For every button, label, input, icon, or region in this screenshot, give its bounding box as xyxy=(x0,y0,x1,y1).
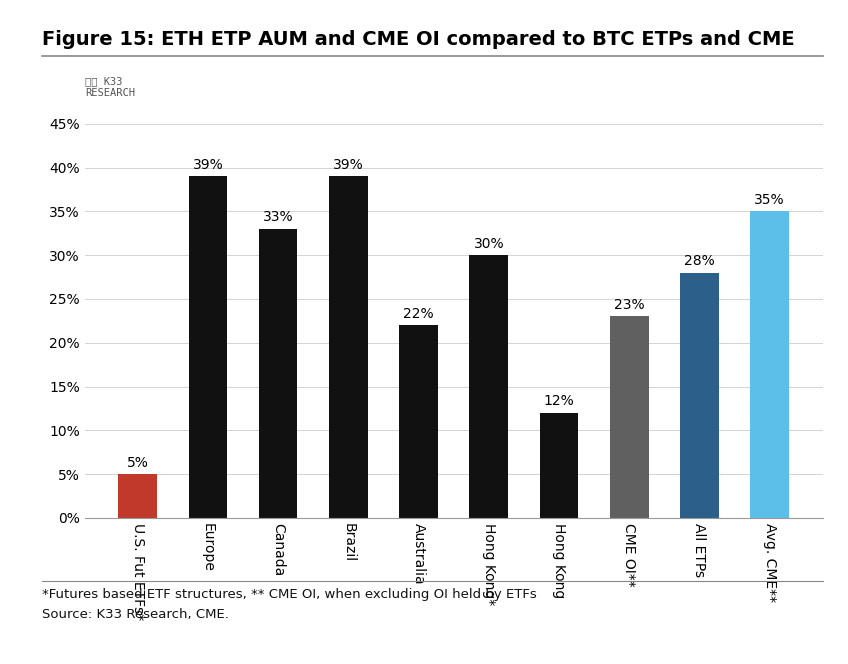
Bar xyxy=(680,273,719,518)
Bar xyxy=(470,255,508,518)
Bar xyxy=(119,474,157,518)
Text: 12%: 12% xyxy=(544,394,574,408)
Text: *Futures based ETF structures, ** CME OI, when excluding OI held by ETFs: *Futures based ETF structures, ** CME OI… xyxy=(42,588,537,601)
Text: 33%: 33% xyxy=(263,210,293,224)
Bar xyxy=(188,177,227,518)
Bar xyxy=(750,211,789,518)
Text: 35%: 35% xyxy=(755,193,785,207)
Bar xyxy=(329,177,368,518)
Text: 39%: 39% xyxy=(333,158,364,172)
Bar xyxy=(259,229,298,518)
Text: 22%: 22% xyxy=(404,307,434,321)
Text: 23%: 23% xyxy=(614,298,644,312)
Text: 28%: 28% xyxy=(684,254,715,268)
Text: 30%: 30% xyxy=(473,237,504,251)
Text: Source: K33 Research, CME.: Source: K33 Research, CME. xyxy=(42,608,229,621)
Text: 39%: 39% xyxy=(192,158,223,172)
Text: ⠿⠿ K33
RESEARCH: ⠿⠿ K33 RESEARCH xyxy=(85,76,135,98)
Bar xyxy=(539,413,578,518)
Bar xyxy=(399,325,438,518)
Text: Figure 15: ETH ETP AUM and CME OI compared to BTC ETPs and CME: Figure 15: ETH ETP AUM and CME OI compar… xyxy=(42,30,795,49)
Bar xyxy=(610,317,649,518)
Text: 5%: 5% xyxy=(126,456,148,469)
